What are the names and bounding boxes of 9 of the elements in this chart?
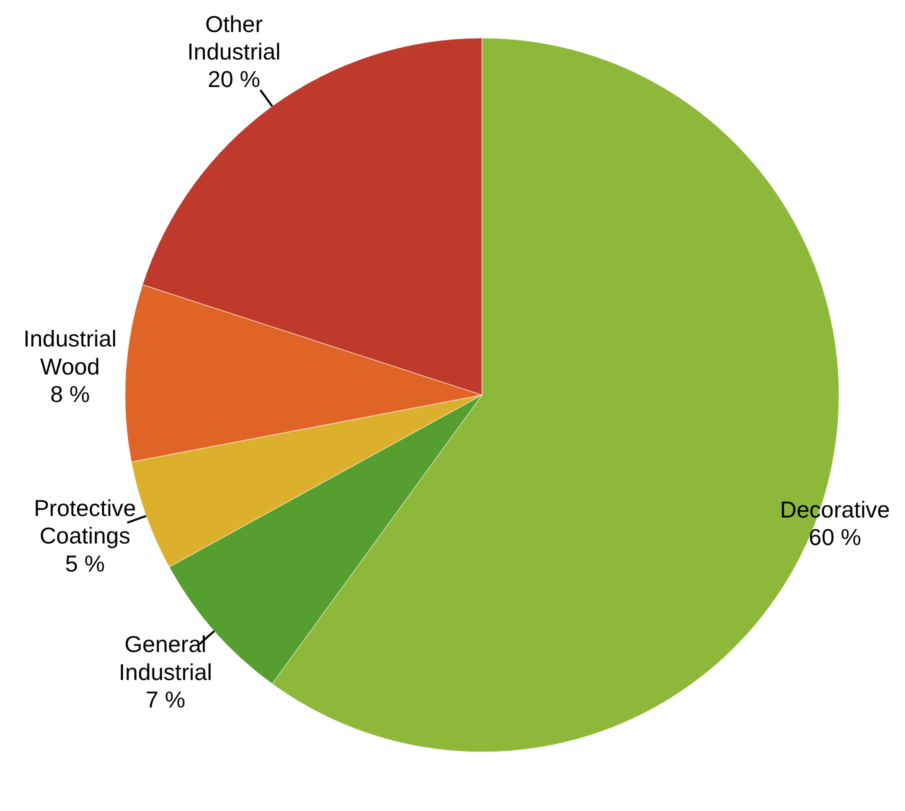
data-label: 20 % [208,66,260,92]
data-label: 60 % [808,524,862,550]
data-label: 5 % [65,550,105,576]
slice-label: Industrial Wood [23,326,117,380]
data-label: 8 % [50,380,90,407]
slice-label: Other Industrial [187,10,281,64]
slice-label: Protective Coatings [34,495,136,549]
data-label: 7 % [146,686,186,712]
slice-label: General Industrial [118,631,212,685]
